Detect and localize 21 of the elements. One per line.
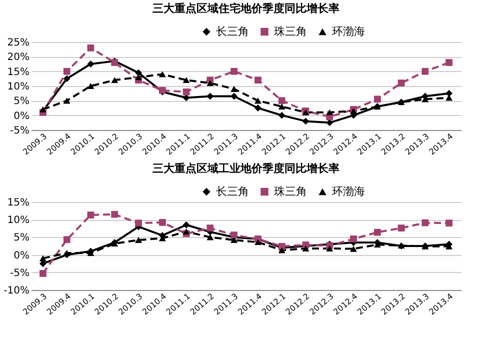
legend-label: 长三角 [216,184,249,198]
y-tick-label: 10% [7,215,30,226]
legend-label: 环渤海 [332,24,365,38]
y-tick-label: 10% [7,82,30,92]
chart-title: 三大重点区域工业地价季度同比增长率 [152,162,340,175]
y-tick-label: 15% [7,66,30,78]
y-tick-label: -5% [10,268,30,279]
legend-label: 珠三角 [274,24,307,38]
legend-label: 珠三角 [274,184,307,198]
y-tick-label: 20% [7,52,30,64]
y-tick-label: 15% [7,198,30,208]
y-tick-label: 25% [7,38,30,48]
y-tick-label: 0% [14,250,30,262]
y-tick-label: -10% [4,286,30,296]
y-tick-label: 5% [14,232,30,244]
legend-label: 环渤海 [332,184,365,198]
legend-label: 长三角 [216,24,249,38]
chart-title: 三大重点区域住宅地价季度同比增长率 [152,2,340,15]
y-tick-label: -5% [10,126,30,136]
y-tick-label: 0% [14,110,30,122]
y-tick-label: 5% [14,96,30,108]
